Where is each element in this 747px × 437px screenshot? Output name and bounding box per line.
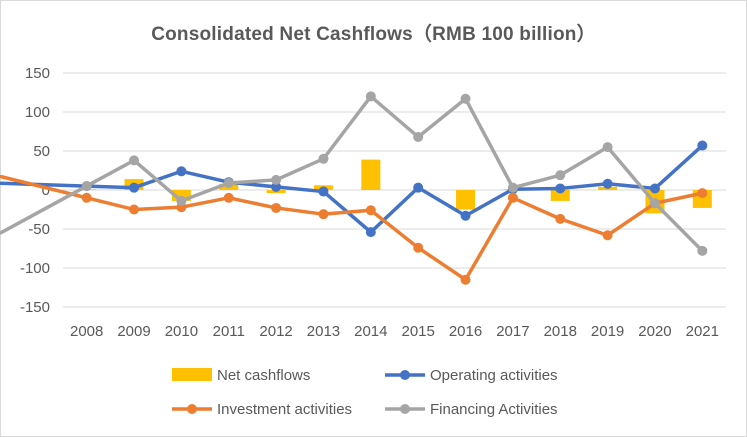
point-investment-activities [271, 202, 282, 213]
point-investment-activities [81, 192, 92, 203]
bar-net-cashflows [171, 190, 191, 201]
point-investment-activities [697, 188, 708, 199]
legend-marker-financing-activities [400, 404, 410, 414]
point-operating-activities [176, 166, 187, 177]
x-tick-label: 2014 [354, 323, 387, 340]
x-tick-label: 2010 [165, 323, 198, 340]
y-axis-labels: 150 100 50 0 -50 -100 -150 [20, 65, 50, 316]
line-investment-activities [0, 174, 705, 282]
bar-net-cashflows [361, 159, 381, 190]
line-operating-activities [0, 143, 705, 234]
x-tick-label: 2021 [686, 323, 719, 340]
point-operating-activities [460, 210, 471, 221]
point-investment-activities [460, 274, 471, 285]
chart-title: Consolidated Net Cashflows（RMB 100 billi… [151, 24, 596, 45]
point-financing-activities [555, 170, 566, 181]
point-operating-activities [602, 178, 613, 189]
point-financing-activities [413, 131, 424, 142]
point-operating-activities [318, 186, 329, 197]
point-financing-activities [223, 177, 234, 188]
x-tick-label: 2011 [213, 323, 245, 340]
y-tick-label: -150 [20, 299, 50, 316]
y-tick-label: 0 [42, 182, 50, 199]
point-financing-activities [697, 245, 708, 256]
line-series [0, 91, 708, 285]
y-tick-label: 100 [25, 104, 50, 121]
x-tick-label: 2012 [259, 323, 292, 340]
x-tick-label: 2016 [449, 323, 482, 340]
legend-marker-investment-activities [187, 404, 197, 414]
point-investment-activities [555, 213, 566, 224]
point-investment-activities [602, 230, 613, 241]
bar-net-cashflows [550, 190, 570, 201]
bar-series [77, 159, 712, 214]
x-tick-label: 2019 [591, 323, 624, 340]
y-tick-label: -50 [28, 221, 50, 238]
point-financing-activities [507, 182, 518, 193]
x-tick-label: 2017 [496, 323, 529, 340]
y-tick-label: 150 [25, 65, 50, 82]
legend-marker-operating-activities [400, 370, 410, 380]
point-operating-activities [365, 227, 376, 238]
line-financing-activities [0, 94, 705, 253]
point-operating-activities [413, 182, 424, 193]
x-tick-label: 2018 [544, 323, 577, 340]
point-investment-activities [507, 192, 518, 203]
y-tick-label: -100 [20, 260, 50, 277]
point-investment-activities [365, 205, 376, 216]
point-operating-activities [649, 183, 660, 194]
point-financing-activities [318, 153, 329, 164]
legend: Net cashflows Operating activities Investm… [172, 367, 558, 418]
point-operating-activities [697, 140, 708, 151]
point-financing-activities [460, 93, 471, 104]
point-financing-activities [176, 195, 187, 206]
point-investment-activities [223, 192, 234, 203]
x-tick-label: 2009 [117, 323, 150, 340]
point-financing-activities [365, 91, 376, 102]
point-investment-activities [413, 242, 424, 253]
point-financing-activities [129, 155, 140, 166]
x-tick-label: 2008 [70, 323, 103, 340]
y-tick-label: 50 [33, 143, 50, 160]
point-financing-activities [602, 142, 613, 153]
x-axis-labels: 2008 2009 2010 2011 2012 2013 2014 2015 2016 2017… [70, 323, 719, 340]
gridlines [63, 72, 726, 308]
x-tick-label: 2015 [401, 323, 434, 340]
legend-swatch-net-cashflows [172, 368, 212, 381]
point-investment-activities [129, 204, 140, 215]
x-tick-label: 2013 [307, 323, 340, 340]
point-investment-activities [318, 209, 329, 220]
legend-label-investment-activities: Investment activities [217, 401, 352, 418]
point-operating-activities [129, 182, 140, 193]
point-operating-activities [555, 183, 566, 194]
point-financing-activities [81, 181, 92, 192]
legend-label-operating-activities: Operating activities [430, 367, 558, 384]
point-operating-activities [271, 181, 282, 192]
legend-label-net-cashflows: Net cashflows [217, 367, 310, 384]
point-financing-activities [649, 198, 660, 209]
legend-label-financing-activities: Financing Activities [430, 401, 558, 418]
bar-net-cashflows [456, 190, 476, 210]
x-tick-label: 2020 [638, 323, 671, 340]
point-financing-activities [271, 174, 282, 185]
